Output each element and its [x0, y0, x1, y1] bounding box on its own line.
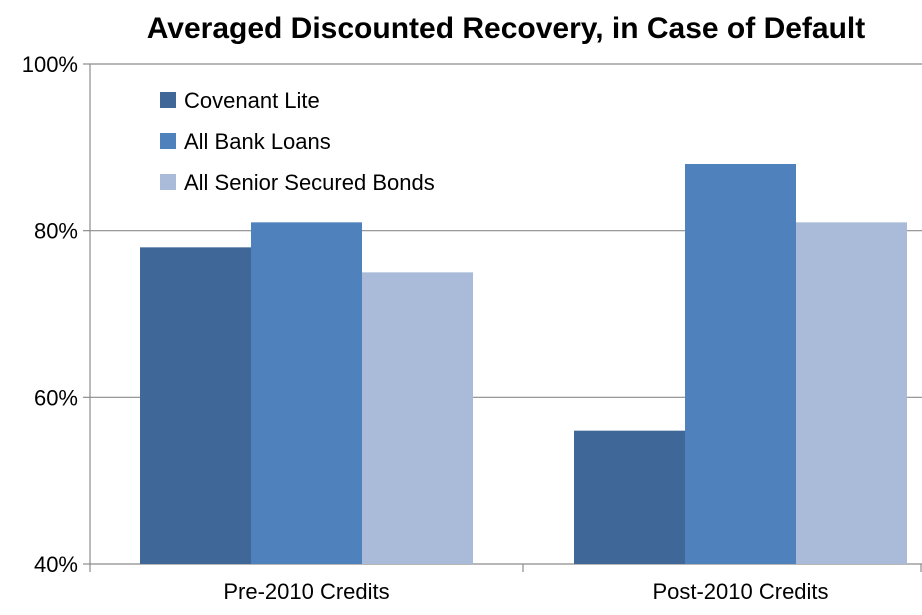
y-tick-label: 80% — [34, 219, 78, 244]
chart-title: Averaged Discounted Recovery, in Case of… — [147, 12, 866, 45]
bar — [574, 430, 685, 564]
y-tick-label: 100% — [22, 52, 78, 77]
bar — [362, 272, 473, 564]
bar — [251, 222, 362, 565]
legend-swatch — [160, 92, 176, 108]
bars — [140, 164, 907, 565]
legend-label: All Senior Secured Bonds — [184, 170, 435, 195]
bar — [796, 222, 907, 565]
y-tick-label: 40% — [34, 552, 78, 577]
legend-label: All Bank Loans — [184, 129, 331, 154]
legend-label: Covenant Lite — [184, 88, 320, 113]
y-tick-label: 60% — [34, 385, 78, 410]
legend-swatch — [160, 174, 176, 190]
tick-labels: 40% 60% 80% 100% Pre-2010 Credits Post-2010 C… — [22, 52, 829, 604]
x-tick-label: Pre-2010 Credits — [223, 579, 389, 604]
x-tick-label: Post-2010 Credits — [652, 579, 828, 604]
bar — [140, 247, 251, 565]
legend: Covenant Lite All Bank Loans All Senior Se… — [160, 88, 435, 195]
bar — [685, 164, 796, 564]
legend-swatch — [160, 133, 176, 149]
